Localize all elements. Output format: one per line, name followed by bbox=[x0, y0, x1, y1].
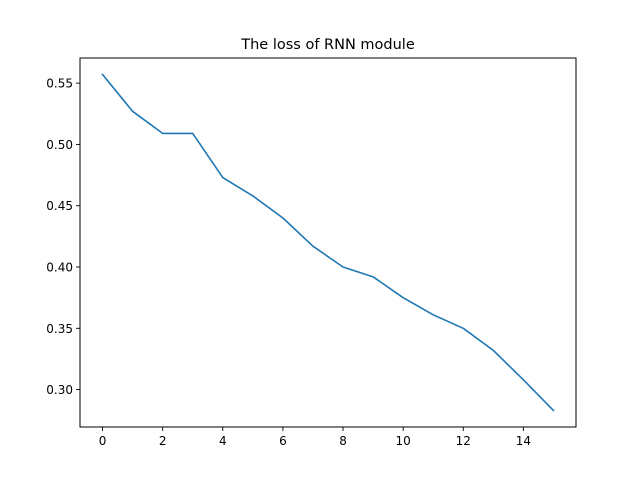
y-tick-label: 0.45 bbox=[46, 199, 73, 213]
x-tick-label: 0 bbox=[99, 434, 107, 448]
chart-title: The loss of RNN module bbox=[240, 37, 415, 53]
y-tick-label: 0.55 bbox=[46, 77, 73, 91]
x-tick-label: 14 bbox=[516, 434, 531, 448]
plot-frame bbox=[79, 57, 577, 428]
y-tick-label: 0.35 bbox=[46, 322, 73, 336]
y-tick-label: 0.30 bbox=[46, 383, 73, 397]
loss-series-line bbox=[101, 73, 555, 412]
x-tick-label: 2 bbox=[159, 434, 167, 448]
x-tick-label: 12 bbox=[456, 434, 471, 448]
y-tick-label: 0.50 bbox=[46, 138, 73, 152]
x-tick-label: 8 bbox=[339, 434, 347, 448]
x-tick-label: 10 bbox=[396, 434, 411, 448]
y-tick-label: 0.40 bbox=[46, 261, 73, 275]
x-tick-label: 4 bbox=[219, 434, 227, 448]
y-axis: 0.30 0.35 0.40 0.45 0.50 0.55 bbox=[46, 77, 80, 397]
x-axis: 0 2 4 6 8 10 12 14 bbox=[99, 427, 531, 448]
series-layer bbox=[101, 73, 555, 412]
x-tick-label: 6 bbox=[279, 434, 287, 448]
